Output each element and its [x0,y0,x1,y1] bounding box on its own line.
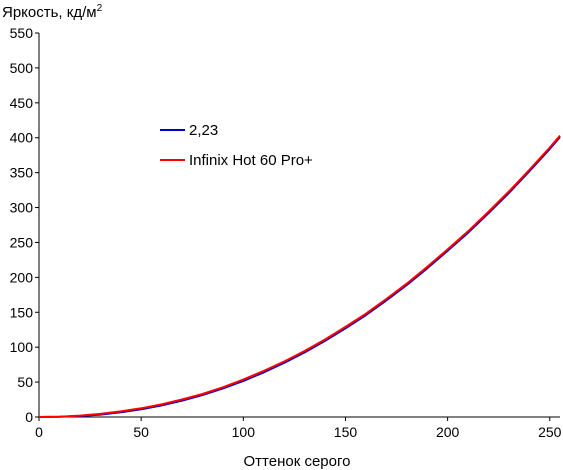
y-tick-label: 100 [10,339,34,355]
legend-label-2: Infinix Hot 60 Pro+ [189,152,313,169]
legend: 2,23 Infinix Hot 60 Pro+ [160,122,313,169]
series-line-1 [38,136,561,418]
y-tick-label: 200 [10,269,34,285]
x-ticks: 0 50 100 150 200 250 [35,417,562,440]
series-lines [38,134,561,418]
x-tick-label: 0 [35,424,43,440]
y-tick-label: 500 [10,60,34,76]
y-tick-label: 0 [25,409,33,425]
y-tick-label: 550 [10,25,34,41]
x-tick-label: 50 [133,424,149,440]
series-line-2 [38,134,561,418]
x-axis-title: Оттенок серого [244,453,351,470]
y-tick-label: 350 [10,165,34,181]
y-tick-label: 250 [10,234,34,250]
y-tick-label: 450 [10,95,34,111]
y-ticks: 0 50 100 150 200 250 300 350 400 450 500 550 [10,25,39,425]
axes [38,33,560,418]
y-axis-title-superscript: 2 [97,3,103,14]
y-tick-label: 50 [17,374,33,390]
y-axis-title: Яркость, кд/м2 [2,3,103,21]
x-tick-label: 150 [334,424,358,440]
y-tick-label: 150 [10,304,34,320]
legend-label-1: 2,23 [189,122,218,139]
y-axis-title-main: Яркость, кд/м [2,4,97,21]
y-tick-label: 300 [10,200,34,216]
x-tick-label: 250 [538,424,562,440]
y-tick-label: 400 [10,130,34,146]
x-tick-label: 200 [436,424,460,440]
x-tick-label: 100 [232,424,256,440]
